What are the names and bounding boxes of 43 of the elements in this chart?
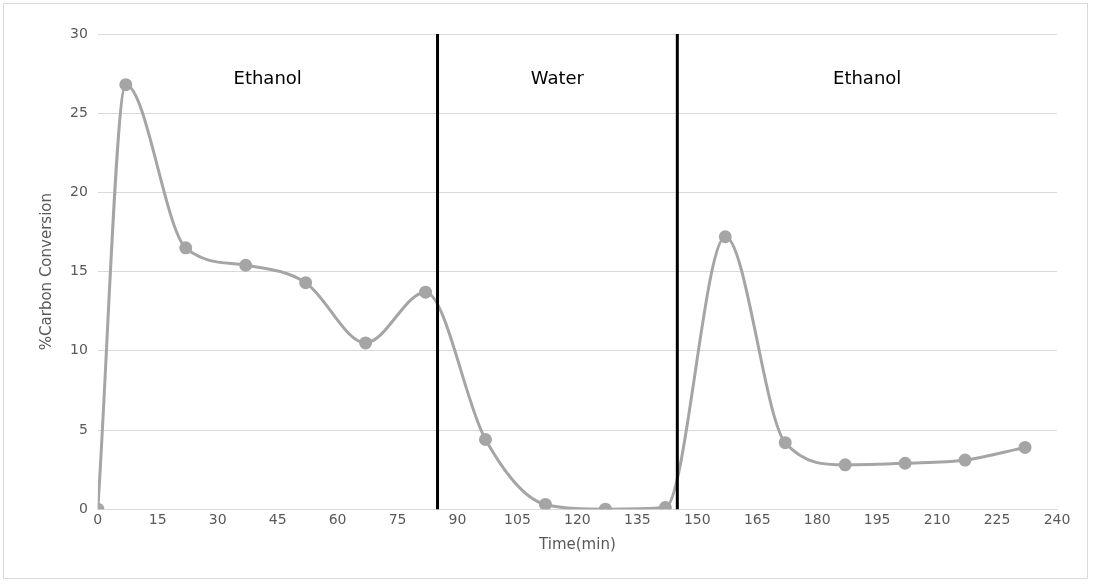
x-tick-label: 165: [743, 511, 771, 528]
y-tick-label: 20: [69, 183, 88, 200]
annotation: Ethanol: [833, 66, 902, 88]
point: [419, 285, 433, 299]
x-axis-title: Time(min): [538, 534, 616, 553]
point: [478, 433, 492, 446]
point: [359, 336, 373, 350]
point: [718, 230, 732, 244]
y-axis-title: %Carbon Conversion: [36, 193, 55, 351]
point: [958, 453, 972, 467]
y-tick-label: 15: [69, 262, 88, 279]
x-tick-label: 225: [983, 511, 1011, 528]
point: [1018, 440, 1032, 454]
point: [838, 458, 852, 472]
x-tick-label: 15: [148, 511, 167, 528]
x-tick-label: 180: [803, 511, 831, 528]
point: [299, 276, 313, 290]
x-tick-label: 75: [388, 511, 407, 528]
annotation: Water: [530, 66, 585, 88]
x-tick-label: 45: [268, 511, 287, 528]
x-tick-label: 240: [1043, 511, 1071, 528]
point: [239, 258, 253, 272]
x-tick-label: 150: [683, 511, 711, 528]
x-tick-label: 195: [863, 511, 891, 528]
x-tick-label: 60: [328, 511, 347, 528]
y-tick-label: 5: [78, 420, 88, 437]
x-tick-label: 210: [923, 511, 951, 528]
y-tick-label: 25: [69, 103, 88, 120]
y-tick-label: 30: [69, 24, 88, 41]
x-tick-label: 30: [208, 511, 227, 528]
x-tick-label: 0: [93, 511, 103, 528]
x-tick-label: 105: [504, 511, 531, 528]
annotation: Ethanol: [233, 66, 302, 88]
y-tick-label: 0: [78, 499, 88, 516]
x-tick-label: 135: [623, 511, 651, 528]
point: [778, 436, 792, 450]
y-tick-label: 10: [69, 341, 88, 358]
point: [898, 456, 912, 470]
x-tick-label: 120: [564, 511, 591, 528]
point: [538, 497, 552, 510]
point: [119, 78, 133, 92]
point: [179, 241, 193, 255]
x-tick-label: 90: [448, 511, 467, 528]
